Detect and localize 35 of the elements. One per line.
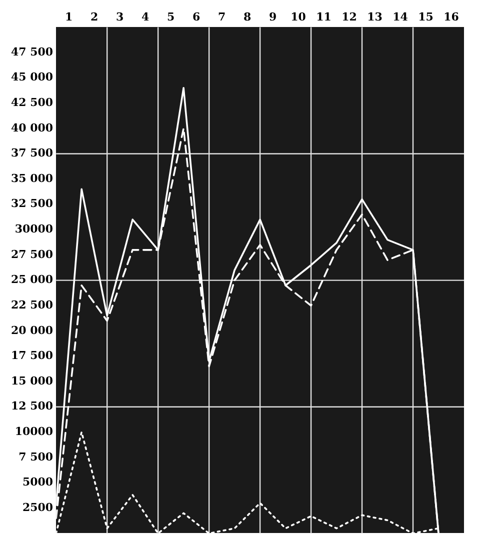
x-tick-label: 15	[418, 10, 434, 24]
y-tick-label: 20 000	[10, 324, 54, 337]
y-tick-label: 10000	[14, 425, 54, 438]
y-tick-label: 32 500	[10, 197, 54, 210]
x-tick-label: 8	[243, 10, 252, 24]
y-tick-label: 37 500	[10, 146, 54, 160]
y-tick-label: 17 500	[10, 349, 54, 362]
y-tick-label: 47 500	[10, 45, 54, 58]
x-tick-label: 13	[367, 10, 382, 24]
y-tick-label: 2500	[22, 500, 54, 514]
y-tick-label: 45 000	[10, 70, 54, 84]
x-tick-label: 16	[444, 10, 460, 24]
x-tick-label: 11	[316, 10, 332, 24]
y-tick-label: 12 500	[10, 400, 54, 413]
y-tick-label: 22 500	[10, 298, 54, 312]
x-tick-label: 7	[218, 10, 226, 24]
x-tick-label: 1	[65, 10, 73, 24]
y-tick-label: 42 500	[10, 96, 54, 109]
y-tick-label: 7 500	[18, 450, 54, 464]
x-tick-label: 9	[268, 10, 277, 24]
x-tick-label: 4	[142, 10, 150, 24]
y-tick-label: 15 000	[10, 374, 54, 388]
x-tick-label: 6	[192, 10, 200, 24]
x-tick-label: 2	[90, 10, 98, 24]
x-tick-label: 5	[166, 10, 175, 24]
x-tick-label: 3	[116, 10, 124, 24]
y-tick-label: 27 500	[10, 248, 54, 261]
x-tick-label: 14	[392, 10, 408, 24]
x-tick-label: 10	[290, 10, 306, 24]
y-tick-label: 5000	[22, 476, 54, 489]
y-tick-label: 25 000	[10, 273, 54, 286]
y-tick-label: 35 000	[10, 172, 54, 185]
y-tick-label: 40 000	[10, 121, 54, 134]
y-tick-label: 30000	[14, 222, 54, 236]
x-tick-label: 12	[342, 10, 357, 24]
